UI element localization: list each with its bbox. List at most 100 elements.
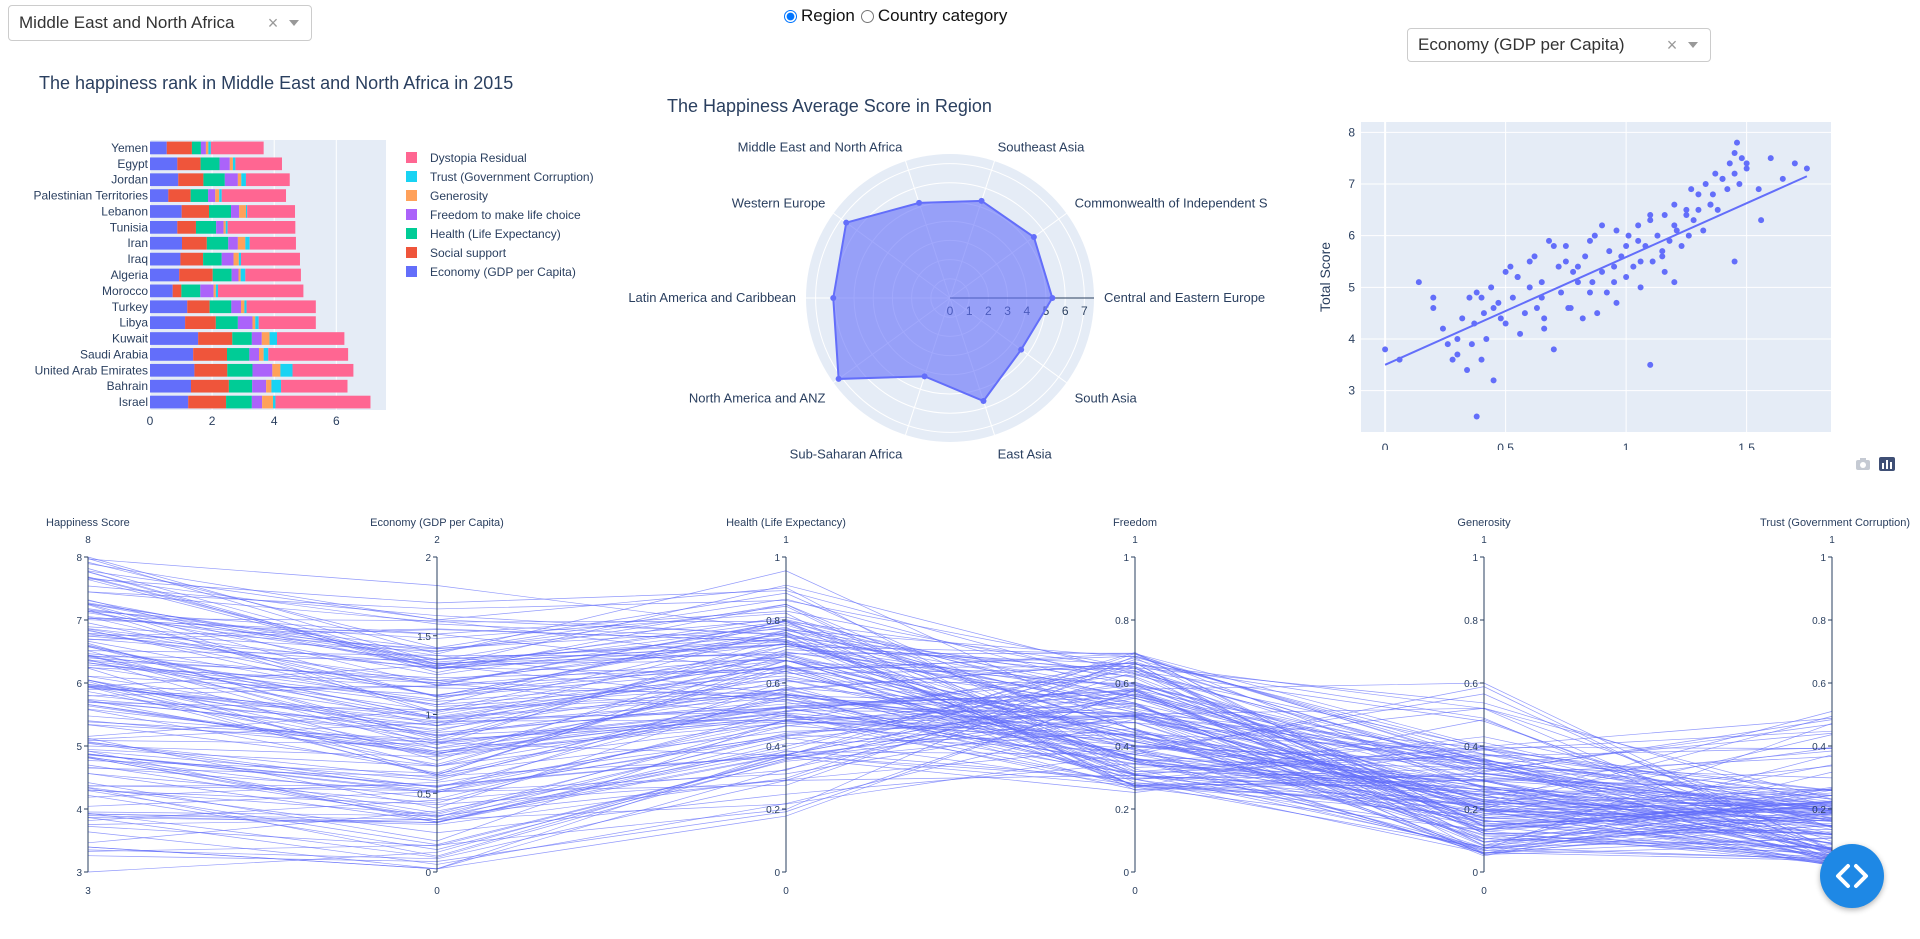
parallel-axis-tick-label: 0.4	[1115, 742, 1129, 753]
clear-icon[interactable]: ×	[267, 12, 279, 33]
plotly-logo-icon[interactable]	[1879, 457, 1895, 471]
parallel-line	[87, 693, 1833, 844]
parallel-axis-tick-label: 0.2	[766, 805, 780, 816]
bar-segment-generosity	[233, 252, 239, 266]
bar-segment-health	[206, 236, 229, 250]
code-toggle-button[interactable]	[1820, 844, 1884, 908]
bar-segment-health	[195, 221, 217, 234]
parallel-line	[87, 693, 1833, 850]
scatter-point	[1661, 212, 1668, 218]
parallel-line	[87, 659, 1833, 852]
scatter-point	[1613, 299, 1620, 306]
bar-segment-dystopia	[247, 205, 296, 218]
parallel-line	[87, 579, 1833, 779]
bar-segment-trust	[225, 221, 228, 234]
scatter-point	[1473, 289, 1480, 296]
scatter-point	[1591, 232, 1598, 239]
parallel-line	[87, 714, 1833, 792]
parallel-line	[87, 628, 1833, 766]
parallel-axis-tick-label: 1	[425, 711, 431, 722]
bar-segment-economy	[150, 189, 169, 202]
scatter-point	[1685, 232, 1692, 239]
scatter-point	[1683, 206, 1690, 213]
bar-segment-freedom	[231, 205, 240, 218]
scatter-point	[1649, 258, 1656, 265]
legend-swatch	[406, 228, 417, 239]
scatter-point	[1582, 253, 1589, 260]
bar-segment-trust	[238, 252, 241, 266]
clear-icon[interactable]: ×	[1666, 34, 1678, 55]
bar-segment-generosity	[215, 189, 220, 202]
scatter-point	[1647, 361, 1654, 368]
parallel-line	[87, 688, 1833, 859]
scatter-point	[1654, 232, 1661, 239]
scatter-y-axis-title: Total Score	[1317, 242, 1333, 312]
chevron-down-icon[interactable]	[1688, 42, 1698, 48]
parallel-axis-tick-label: 0.6	[766, 679, 780, 690]
bar-segment-generosity	[240, 300, 245, 314]
scatter-point	[1586, 237, 1593, 244]
parallel-axis-tick-label: 0.6	[1812, 679, 1826, 690]
parallel-axis-min-label: 0	[1481, 886, 1487, 897]
bar-segment-social	[187, 300, 210, 314]
bar-segment-social	[172, 284, 182, 298]
bar-segment-economy	[150, 236, 182, 250]
scatter-point	[1724, 186, 1731, 193]
bar-segment-dystopia	[258, 316, 316, 329]
parallel-axis-title: Freedom	[1113, 517, 1157, 529]
scatter-point	[1678, 243, 1685, 249]
bar-segment-freedom	[252, 379, 267, 393]
scatter-point	[1611, 279, 1618, 286]
scatter-point	[1647, 217, 1654, 224]
bar-x-tick-label: 0	[147, 414, 154, 428]
chevron-down-icon[interactable]	[289, 20, 299, 26]
camera-icon[interactable]	[1855, 457, 1871, 471]
bar-segment-economy	[150, 316, 186, 329]
scatter-point	[1430, 294, 1437, 301]
radio-country-category[interactable]: Country category	[860, 6, 1007, 26]
scatter-point	[1690, 217, 1697, 224]
parallel-axis-tick-label: 0.4	[766, 742, 780, 753]
parallel-axis-tick-label: 0.4	[1464, 742, 1478, 753]
bar-category-label: Lebanon	[101, 204, 148, 218]
radio-region[interactable]: Region	[784, 6, 855, 26]
bar-x-tick-label: 6	[333, 414, 340, 428]
radar-category-label: Western Europe	[732, 195, 826, 210]
radar-point	[1030, 234, 1037, 241]
scatter-point	[1565, 305, 1572, 311]
radar-category-label: East Asia	[998, 446, 1053, 460]
scatter-point	[1449, 356, 1456, 363]
region-dropdown[interactable]: Middle East and North Africa ×	[8, 5, 312, 41]
parallel-line	[87, 697, 1833, 820]
parallel-line	[87, 693, 1833, 870]
bar-x-tick-label: 2	[209, 414, 216, 428]
scatter-point	[1738, 155, 1745, 162]
radio-country-category-input[interactable]	[860, 9, 874, 23]
radar-r-tick-label: 7	[1081, 304, 1088, 318]
scatter-point	[1533, 305, 1540, 311]
bar-segment-generosity	[258, 348, 264, 361]
scatter-chart: 0 0.5 1 1.5 3 4 5 6 7 8 Total Score	[1317, 122, 1831, 450]
parallel-line	[87, 598, 1833, 827]
parallel-line	[87, 662, 1833, 854]
scatter-point	[1526, 258, 1533, 265]
radio-region-label: Region	[801, 6, 855, 25]
legend-label: Generosity	[430, 189, 488, 203]
radar-chart-title: The Happiness Average Score in Region	[667, 96, 992, 116]
bar-segment-trust	[240, 268, 246, 282]
parallel-line	[87, 619, 1833, 848]
bar-category-label: Yemen	[111, 141, 148, 155]
parallel-line	[87, 603, 1833, 847]
scatter-point	[1707, 201, 1714, 208]
radar-category-label: Sub-Saharan Africa	[790, 446, 904, 460]
parallel-line	[87, 643, 1833, 822]
metric-dropdown[interactable]: Economy (GDP per Capita) ×	[1407, 28, 1711, 62]
scatter-point	[1743, 165, 1750, 172]
radio-region-input[interactable]	[784, 9, 797, 23]
scatter-point	[1659, 253, 1666, 260]
bar-segment-social	[188, 395, 227, 409]
parallel-axis-max-label: 1	[1132, 535, 1138, 546]
scatter-point	[1731, 258, 1738, 265]
parallel-axis-tick-label: 0.8	[1812, 616, 1826, 627]
scatter-point	[1700, 227, 1707, 234]
